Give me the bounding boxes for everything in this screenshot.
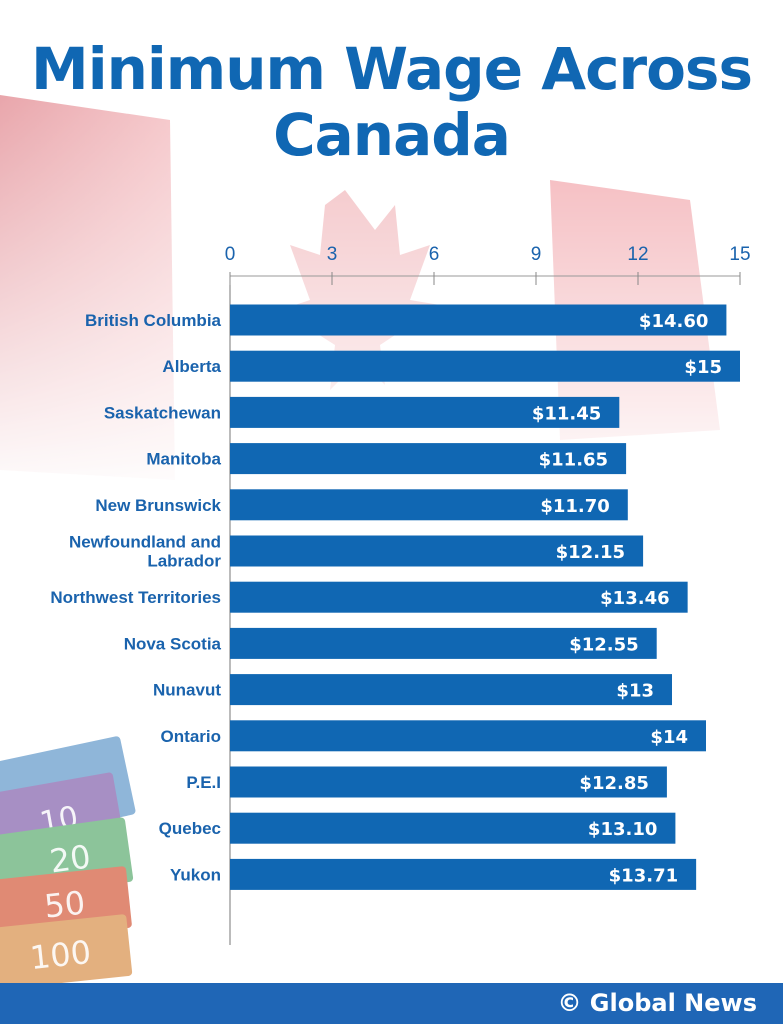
bar [230, 858, 697, 890]
svg-text:100: 100 [28, 933, 93, 977]
x-tick-label: 15 [729, 244, 750, 265]
category-label: Yukon [170, 865, 221, 884]
bar [230, 812, 676, 844]
x-tick-label: 9 [531, 244, 542, 265]
x-tick-label: 3 [327, 244, 338, 265]
bar-value-label: $14 [650, 727, 688, 748]
category-label: British Columbia [85, 311, 222, 330]
bar-value-label: $11.45 [532, 403, 601, 424]
bar-value-label: $13.10 [588, 819, 657, 840]
x-tick-label: 0 [225, 244, 236, 265]
svg-text:50: 50 [43, 883, 87, 925]
bar-value-label: $14.60 [639, 311, 708, 332]
wage-bar-chart: 0 3 6 9 12 15 $14.60 $15 $11.45 $11.65 $11.70 $12.… [50, 244, 751, 945]
bar [230, 535, 644, 567]
copyright-symbol: © [557, 989, 582, 1017]
category-labels: British Columbia Alberta Saskatchewan Manit… [50, 311, 221, 884]
bar-value-label: $12.15 [556, 542, 625, 563]
banknotes-image: 5 10 20 50 100 [0, 736, 136, 992]
category-label: P.E.I [186, 773, 221, 792]
bar [230, 627, 657, 659]
category-label: Northwest Territories [50, 588, 221, 607]
category-label: Saskatchewan [104, 403, 221, 422]
category-label: Alberta [162, 357, 221, 376]
brand-name: Global News [589, 989, 757, 1017]
bar-value-label: $12.85 [579, 773, 648, 794]
bar-value-label: $13.46 [600, 588, 669, 609]
category-label: Newfoundland and Labrador [69, 533, 221, 571]
page-title: Minimum Wage Across Canada [0, 36, 783, 168]
category-label: Nova Scotia [124, 634, 222, 653]
bar [230, 396, 620, 428]
bar [230, 720, 706, 752]
bar-value-label: $12.55 [569, 634, 638, 655]
bar-value-label: $15 [684, 357, 722, 378]
bar-value-label: $13.71 [609, 865, 678, 886]
bar [230, 674, 672, 706]
bar-value-label: $13 [616, 681, 654, 702]
x-tick-label: 12 [627, 244, 648, 265]
category-label: New Brunswick [95, 496, 221, 515]
category-label: Ontario [161, 727, 221, 746]
bar [230, 304, 727, 336]
bar [230, 443, 627, 475]
bar [230, 581, 688, 613]
category-label: Nunavut [153, 681, 221, 700]
flag-image [0, 80, 783, 500]
category-label: Manitoba [146, 450, 221, 469]
title-line-2: Canada [273, 101, 511, 169]
bar [230, 350, 740, 382]
bar [230, 489, 628, 521]
brand-credit: © Global News [557, 987, 757, 1019]
title-line-1: Minimum Wage Across [31, 35, 753, 103]
bar [230, 766, 667, 798]
category-label: Quebec [159, 819, 221, 838]
bar-value-label: $11.70 [540, 496, 609, 517]
bars: $14.60 $15 $11.45 $11.65 $11.70 $12.15 $13.46 $… [230, 304, 740, 890]
bar-value-label: $11.65 [539, 450, 608, 471]
footer-bar: © Global News [0, 983, 783, 1024]
x-tick-label: 6 [429, 244, 440, 265]
